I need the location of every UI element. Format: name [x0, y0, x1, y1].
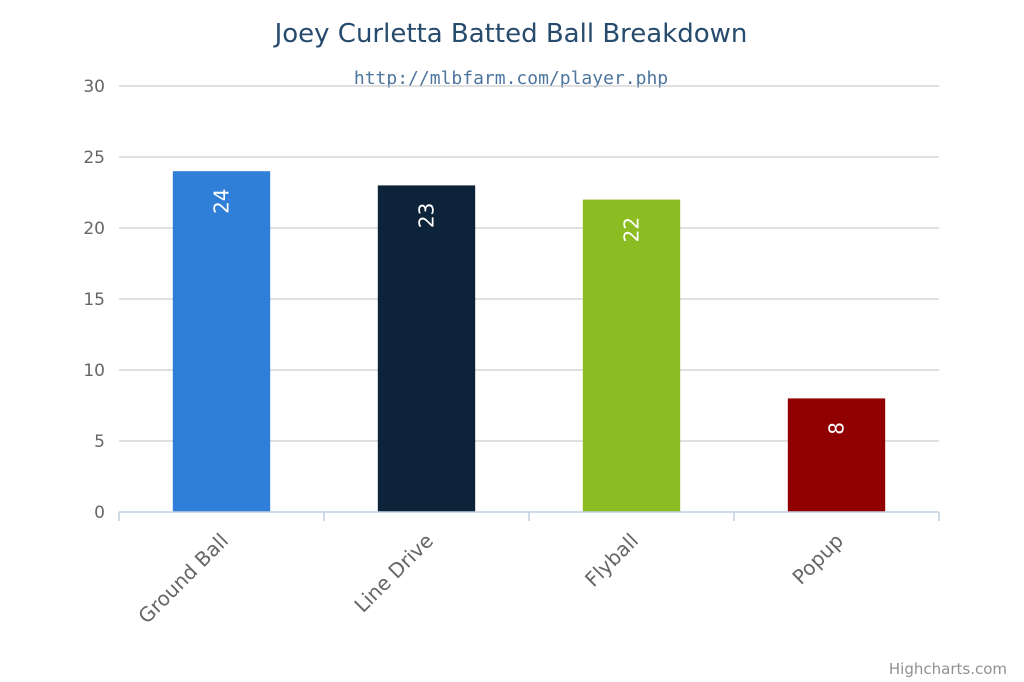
x-tick-label: Line Drive	[349, 529, 438, 618]
data-label: 8	[825, 422, 849, 435]
data-label: 22	[620, 217, 644, 242]
x-tick-label: Flyball	[580, 529, 643, 592]
y-tick-label: 10	[83, 361, 105, 381]
chart-subtitle: http://mlbfarm.com/player.php	[354, 68, 668, 89]
x-tick-label: Ground Ball	[133, 529, 233, 629]
x-axis: Ground Ball Line Drive Flyball Popup	[118, 511, 940, 629]
bar-ground-ball[interactable]	[172, 171, 271, 512]
y-tick-label: 20	[83, 219, 105, 239]
y-axis: 0 5 10 15 20 25 30	[83, 77, 105, 523]
data-label: 23	[415, 203, 439, 228]
bar-line-drive[interactable]	[377, 185, 476, 512]
y-tick-label: 5	[94, 432, 105, 452]
bars: 24 23 22 8	[172, 171, 886, 512]
y-tick-label: 15	[83, 290, 105, 310]
bar-flyball[interactable]	[582, 199, 681, 512]
y-tick-label: 0	[94, 503, 105, 523]
chart-title: Joey Curletta Batted Ball Breakdown	[273, 19, 748, 49]
y-tick-label: 25	[83, 148, 105, 168]
data-label: 24	[210, 188, 234, 213]
bar-popup[interactable]	[787, 398, 886, 512]
y-tick-label: 30	[83, 77, 105, 97]
x-tick-label: Popup	[787, 529, 848, 590]
credits-link[interactable]: Highcharts.com	[889, 660, 1007, 678]
